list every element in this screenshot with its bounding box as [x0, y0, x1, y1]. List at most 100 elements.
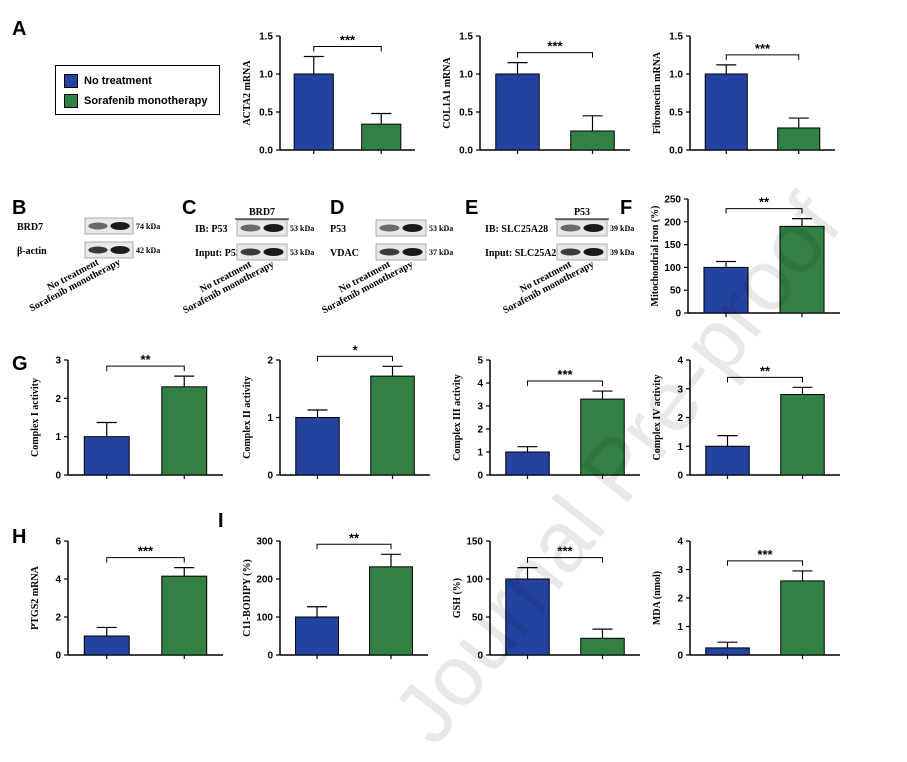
significance-bracket [106, 365, 185, 372]
blot-strip [236, 219, 288, 237]
significance-bracket [725, 54, 800, 60]
y-tick-label: 1.5 [669, 32, 683, 43]
y-tick-label: 1.5 [459, 32, 473, 43]
y-tick-label: 3 [677, 384, 683, 395]
blot-row-label: BRD7 [17, 222, 43, 233]
y-tick-label: 0 [267, 471, 273, 482]
blot-band [88, 222, 108, 230]
blot-band [583, 224, 604, 232]
y-tick-label: 1.0 [259, 70, 273, 81]
y-tick-label: 4 [55, 575, 61, 586]
bar-no-treatment [704, 73, 748, 151]
blot-header: BRD7 [249, 207, 275, 218]
blot-row-label: IB: SLC25A28 [485, 224, 548, 235]
y-tick-label: 1 [677, 442, 683, 453]
significance-label: *** [757, 547, 773, 562]
legend-item-sorafenib: Sorafenib monotherapy [64, 94, 207, 108]
significance-label: *** [138, 544, 154, 559]
y-tick-label: 2 [677, 594, 683, 605]
y-axis-label: PTGS2 mRNA [30, 565, 41, 629]
y-tick-label: 0 [267, 651, 273, 662]
significance-bracket [727, 560, 803, 566]
bar-sorafenib [780, 394, 825, 476]
significance-label: *** [340, 33, 356, 48]
chart-fibronectin: 0.0 0.5 1.0 1.5 Fibronectin mRNA *** [652, 32, 835, 157]
y-tick-label: 1 [677, 622, 683, 633]
y-axis-label: C11-BODIPY (%) [242, 559, 253, 637]
significance-bracket [517, 52, 593, 58]
y-tick-label: 200 [256, 575, 273, 586]
y-tick-label: 0 [477, 471, 483, 482]
blot-band [379, 224, 400, 232]
blot-x-label: Sorafenib monotherapy [181, 259, 276, 316]
y-tick-label: 50 [472, 613, 484, 624]
blot-x-label: Sorafenib monotherapy [320, 259, 415, 316]
bar-sorafenib [370, 375, 415, 476]
significance-label: *** [755, 41, 771, 56]
significance-bracket [316, 543, 392, 550]
y-tick-label: 0 [677, 471, 683, 482]
y-tick-label: 4 [677, 356, 683, 367]
significance-label: ** [760, 363, 771, 378]
bar-no-treatment [295, 616, 339, 656]
bar-no-treatment [83, 436, 130, 476]
chart-gsh: 0 50 100 150 GSH (%) *** [452, 537, 640, 662]
y-tick-label: 1.0 [669, 70, 683, 81]
bar-sorafenib [779, 225, 825, 314]
blot-x-label: Sorafenib monotherapy [28, 257, 123, 314]
blot-row-label: Input: SLC25A28 [485, 248, 561, 259]
panel-letter-d: D [330, 197, 344, 219]
y-axis-label: GSH (%) [452, 578, 463, 618]
y-tick-label: 3 [677, 565, 683, 576]
y-tick-label: 2 [267, 356, 273, 367]
y-axis-label: COL1A1 mRNA [442, 57, 453, 129]
y-tick-label: 150 [466, 537, 483, 548]
y-tick-label: 0.5 [459, 108, 473, 119]
chart-col1a1: 0.0 0.5 1.0 1.5 COL1A1 mRNA *** [442, 32, 630, 157]
bar-sorafenib [580, 637, 625, 656]
blot-band [240, 224, 261, 232]
legend-swatch-green [64, 94, 78, 108]
significance-bracket [106, 557, 185, 563]
bar-no-treatment [495, 73, 540, 151]
blot-band [263, 224, 284, 232]
blot-kda-label: 74 kDa [136, 222, 160, 231]
y-tick-label: 1 [55, 432, 61, 443]
chart-mda: 0 1 2 3 4 MDA (nmol) *** [652, 537, 840, 662]
blot-kda-label: 53 kDa [290, 224, 314, 233]
chart-complex1: 0 1 2 3 Complex I activity ** [30, 352, 223, 482]
y-tick-label: 4 [477, 379, 483, 390]
y-tick-label: 250 [664, 195, 681, 206]
blot-kda-label: 39 kDa [610, 224, 634, 233]
chart-complex2: 0 1 2 Complex II activity * [242, 342, 430, 482]
blot-band [88, 246, 108, 254]
legend-label: No treatment [84, 75, 152, 87]
blot-kda-label: 42 kDa [136, 246, 160, 255]
blot-band [402, 224, 423, 232]
y-tick-label: 2 [477, 425, 483, 436]
significance-bracket [527, 557, 603, 563]
blot-band [110, 222, 130, 230]
y-axis-label: Complex III activity [452, 374, 463, 461]
y-tick-label: 4 [677, 537, 683, 548]
blot-band [379, 248, 400, 256]
blot-row-label: VDAC [330, 248, 359, 259]
significance-label: ** [349, 530, 360, 545]
bar-no-treatment [293, 73, 334, 151]
blot-row-label: Input: P53 [195, 248, 241, 259]
chart-ptgs2: 0 2 4 6 PTGS2 mRNA *** [30, 537, 223, 662]
y-tick-label: 0 [55, 471, 61, 482]
legend: No treatment Sorafenib monotherapy [55, 65, 220, 115]
blot-band [263, 248, 284, 256]
blot-kda-label: 53 kDa [429, 224, 453, 233]
panel-letter-h: H [12, 526, 26, 548]
blot-kda-label: 39 kDa [610, 248, 634, 257]
blot-panel-e: P53 IB: SLC25A28 39 kDa Input: SLC25A28 39 k… [485, 207, 634, 316]
significance-label: ** [140, 352, 151, 367]
y-tick-label: 0.0 [669, 146, 683, 157]
chart-complex3: 0 1 2 3 4 5 Complex III activity *** [452, 356, 640, 482]
y-tick-label: 200 [664, 217, 681, 228]
bar-sorafenib [570, 130, 615, 151]
